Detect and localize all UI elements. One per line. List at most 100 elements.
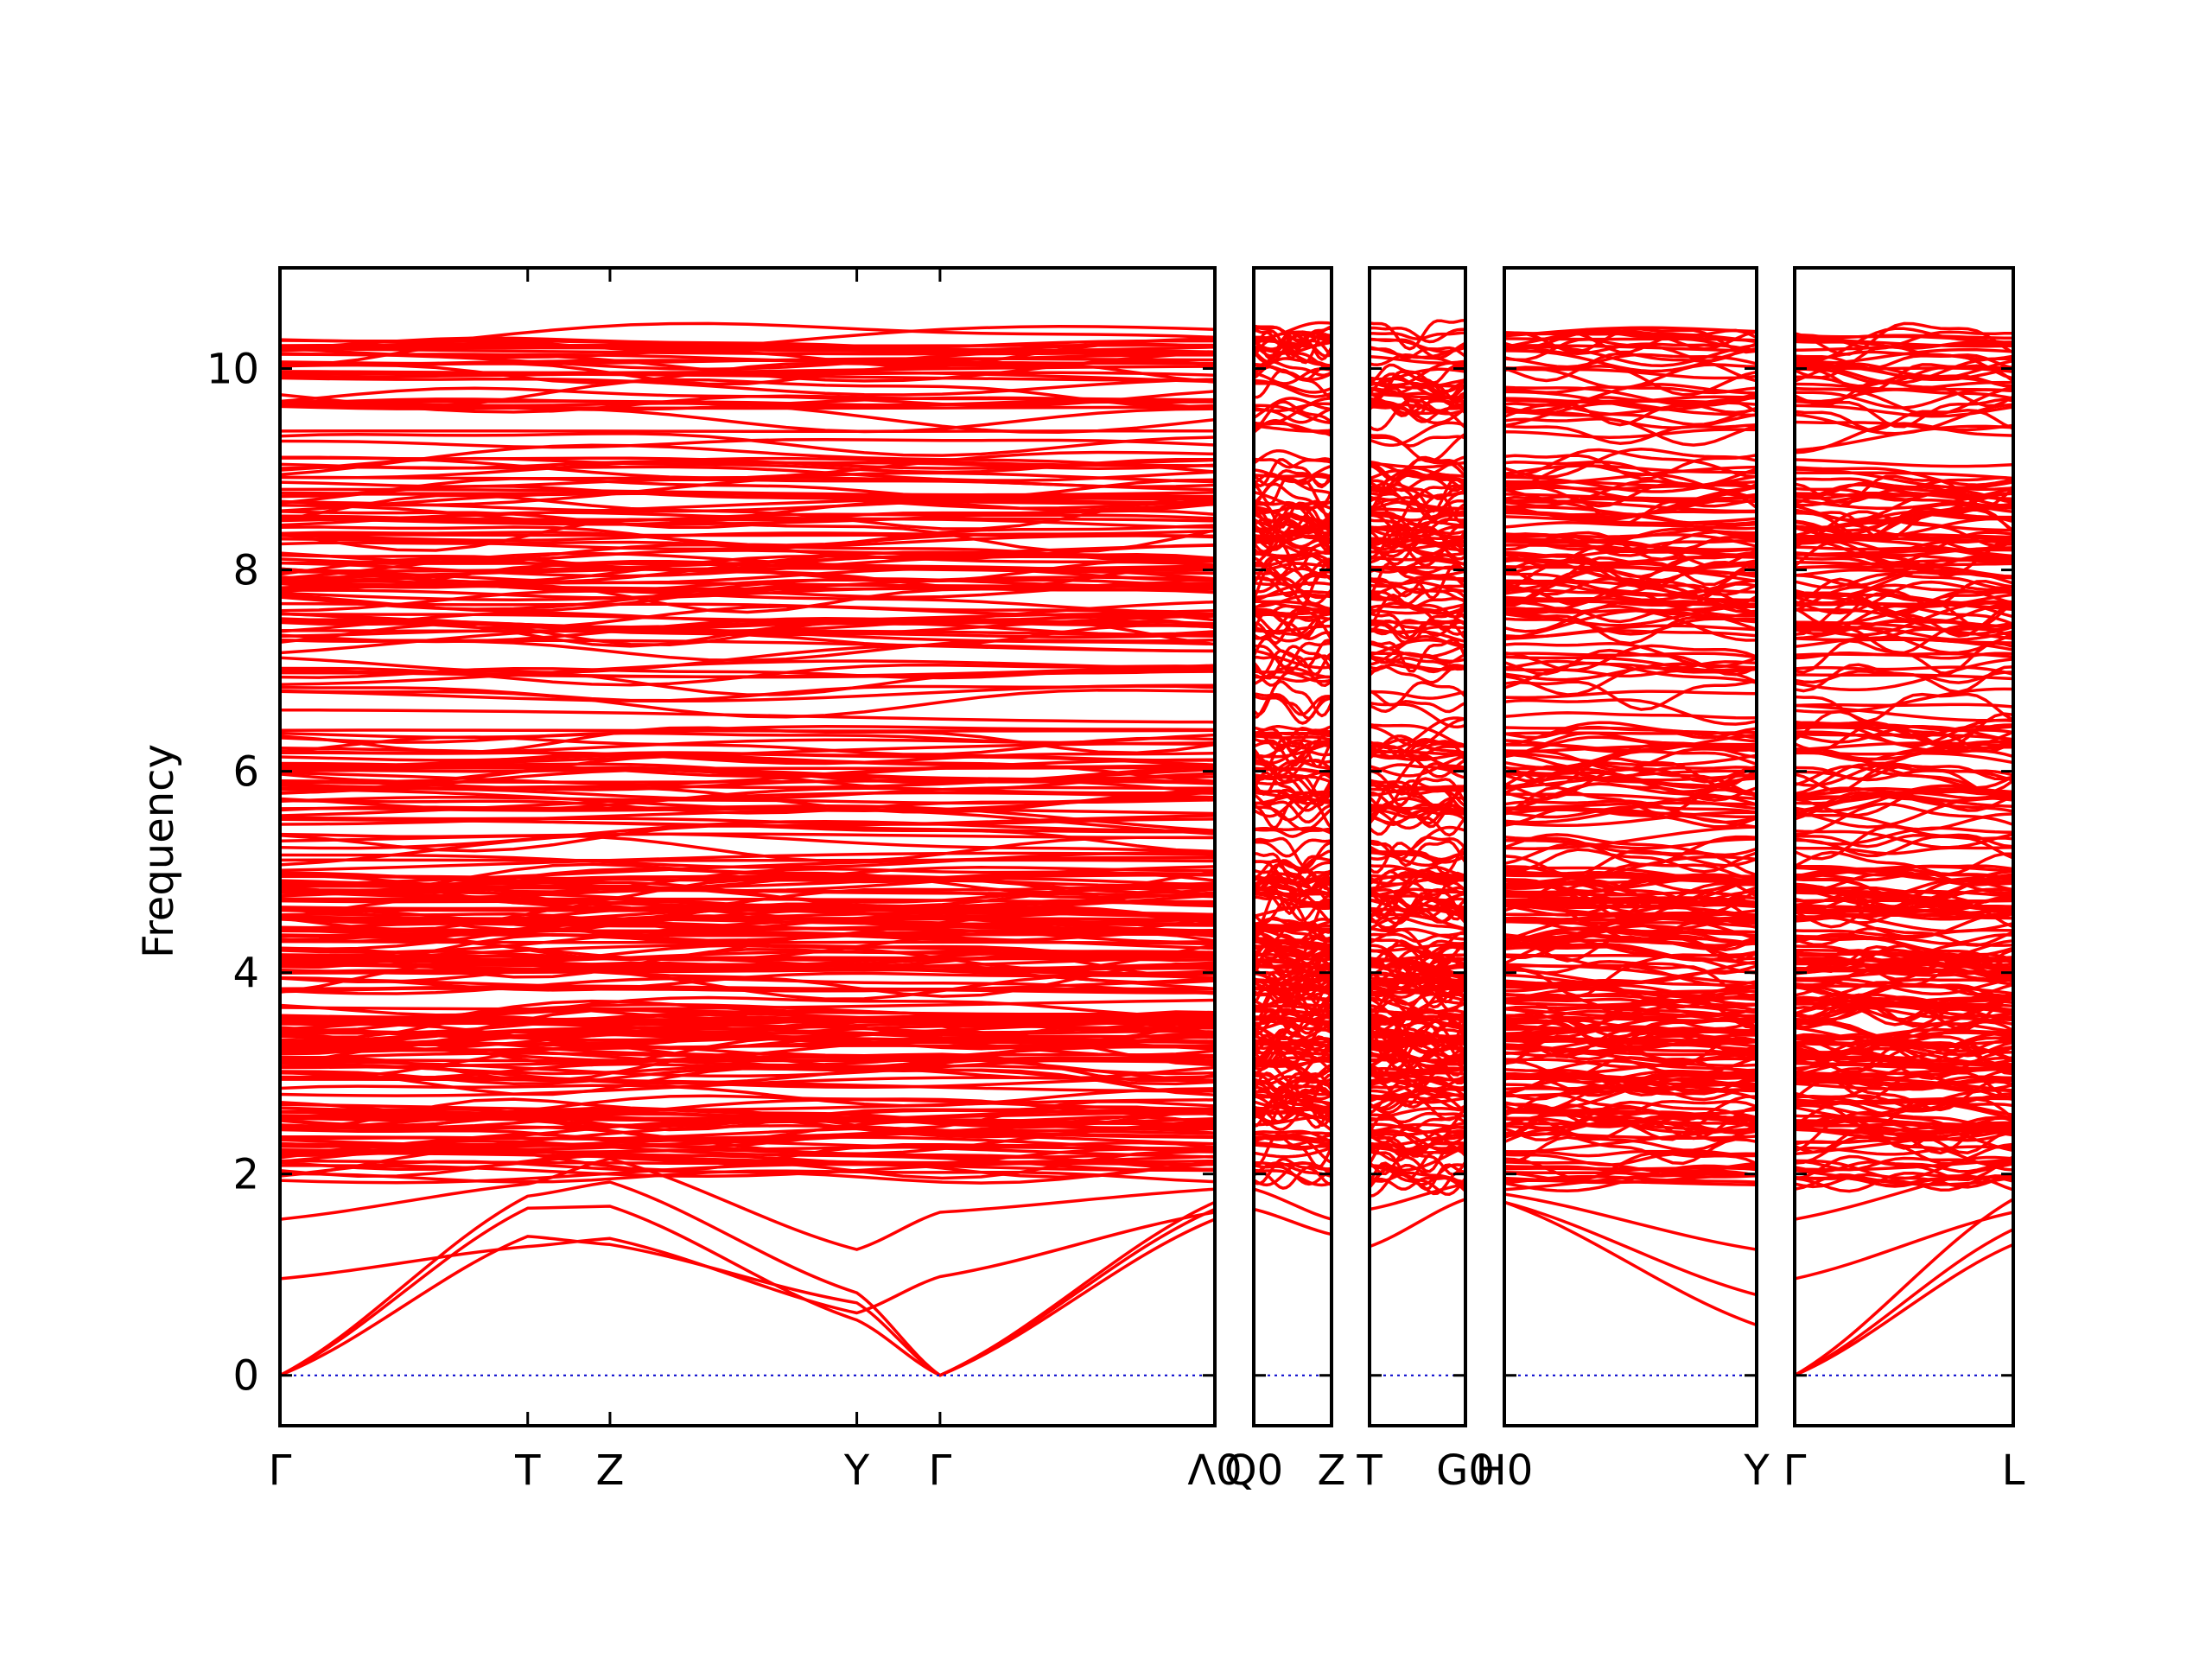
optical-band-line bbox=[1369, 886, 1466, 908]
optical-band-line bbox=[279, 766, 1215, 771]
optical-band-line bbox=[279, 432, 1216, 457]
optical-band-line bbox=[1794, 1033, 2014, 1065]
optical-band-line bbox=[279, 404, 1216, 434]
optical-band-line bbox=[1503, 1171, 1758, 1179]
optical-band-line bbox=[1794, 670, 2014, 684]
optical-band-line bbox=[1794, 534, 2014, 542]
optical-band-line bbox=[1503, 927, 1758, 945]
optical-band-line bbox=[1794, 687, 2014, 714]
optical-band-line bbox=[1794, 665, 2014, 677]
optical-band-line bbox=[1794, 928, 2014, 938]
optical-band-line bbox=[1794, 796, 2014, 829]
optical-band-line bbox=[1503, 1152, 1758, 1166]
optical-band-line bbox=[1503, 874, 1758, 884]
optical-band-line bbox=[1369, 722, 1466, 748]
optical-band-line bbox=[279, 1065, 1216, 1096]
optical-band-line bbox=[1794, 487, 2014, 505]
optical-band-line bbox=[1503, 428, 1758, 439]
optical-band-line bbox=[279, 944, 1216, 963]
optical-band-line bbox=[279, 998, 1216, 1011]
optical-band-line bbox=[1369, 565, 1466, 575]
optical-band-line bbox=[279, 1123, 1216, 1156]
optical-band-line bbox=[1503, 801, 1758, 810]
band-line bbox=[1794, 1162, 2014, 1221]
optical-band-line bbox=[1794, 826, 2014, 846]
optical-band-line bbox=[1503, 464, 1758, 476]
optical-band-line bbox=[279, 1075, 1216, 1089]
optical-band-line bbox=[279, 348, 1216, 372]
optical-band-line bbox=[1253, 324, 1332, 346]
optical-band-line bbox=[1794, 652, 2014, 659]
optical-band-line bbox=[1252, 1034, 1332, 1055]
optical-band-line bbox=[1369, 543, 1466, 554]
optical-band-line bbox=[1253, 741, 1332, 759]
optical-band-line bbox=[1369, 961, 1466, 989]
x-tick-label: Z bbox=[1318, 1446, 1346, 1495]
optical-band-line bbox=[1369, 1116, 1467, 1132]
optical-band-line bbox=[1794, 703, 2014, 722]
optical-band-line bbox=[1253, 963, 1332, 985]
x-tick-label: G0 bbox=[1436, 1446, 1495, 1495]
optical-band-line bbox=[1794, 357, 2014, 385]
optical-band-line bbox=[1253, 741, 1332, 750]
optical-band-line bbox=[1253, 601, 1332, 613]
optical-band-line bbox=[1794, 1032, 2013, 1060]
optical-band-line bbox=[1253, 448, 1332, 465]
optical-band-line bbox=[1370, 566, 1466, 577]
optical-band-line bbox=[279, 1135, 1216, 1154]
optical-band-line bbox=[1370, 981, 1466, 989]
optical-band-line bbox=[279, 484, 1216, 513]
optical-band-line bbox=[1504, 1179, 1758, 1186]
optical-band-line bbox=[1503, 1093, 1758, 1122]
optical-band-line bbox=[1369, 512, 1466, 522]
optical-band-line bbox=[1253, 1096, 1333, 1129]
optical-band-line bbox=[1503, 608, 1758, 641]
optical-band-line bbox=[1503, 605, 1758, 627]
optical-band-line bbox=[1369, 1017, 1466, 1046]
optical-band-line bbox=[1794, 601, 2014, 638]
band-line bbox=[1503, 1200, 1758, 1327]
optical-band-line bbox=[1369, 596, 1466, 615]
optical-band-line bbox=[1794, 537, 2014, 558]
optical-band-line bbox=[1794, 846, 2014, 855]
optical-band-line bbox=[1503, 690, 1758, 700]
optical-band-line bbox=[1503, 698, 1758, 726]
optical-band-line bbox=[279, 443, 1216, 477]
optical-band-line bbox=[1794, 995, 2014, 1029]
optical-band-line bbox=[1794, 1065, 2014, 1076]
x-tick-label: L bbox=[2002, 1446, 2025, 1495]
optical-band-line bbox=[280, 456, 1216, 470]
optical-band-line bbox=[1369, 1125, 1466, 1137]
optical-band-line bbox=[1503, 895, 1758, 922]
optical-band-line bbox=[279, 851, 1216, 869]
optical-band-line bbox=[1253, 404, 1332, 424]
panel-frame bbox=[1252, 266, 1333, 1427]
optical-band-line bbox=[1503, 598, 1758, 607]
optical-band-line bbox=[279, 1109, 1216, 1128]
optical-band-line bbox=[1503, 914, 1758, 933]
optical-band-line bbox=[1369, 588, 1467, 607]
optical-band-line bbox=[279, 728, 1216, 733]
band-line bbox=[1369, 1132, 1466, 1151]
optical-band-line bbox=[279, 397, 1216, 407]
optical-band-line bbox=[1369, 796, 1466, 830]
optical-band-line bbox=[1794, 552, 2014, 571]
x-tick-label: T bbox=[514, 1446, 541, 1495]
optical-band-line bbox=[1369, 945, 1466, 976]
optical-band-line bbox=[1369, 864, 1466, 886]
optical-band-line bbox=[1369, 642, 1466, 658]
optical-band-line bbox=[279, 959, 1216, 998]
optical-band-line bbox=[1794, 467, 2014, 489]
optical-band-line bbox=[1794, 592, 2015, 628]
panel-frame bbox=[278, 266, 1217, 1427]
optical-band-line bbox=[279, 1020, 1216, 1031]
optical-band-line bbox=[1369, 483, 1466, 500]
optical-band-line bbox=[1795, 958, 2014, 981]
optical-band-line bbox=[1370, 690, 1466, 700]
optical-band-line bbox=[1503, 423, 1758, 445]
optical-band-line bbox=[1794, 388, 2014, 404]
optical-band-line bbox=[1794, 850, 2014, 876]
optical-band-line bbox=[1254, 827, 1332, 838]
optical-band-line bbox=[1253, 671, 1333, 688]
optical-band-line bbox=[1253, 758, 1332, 771]
